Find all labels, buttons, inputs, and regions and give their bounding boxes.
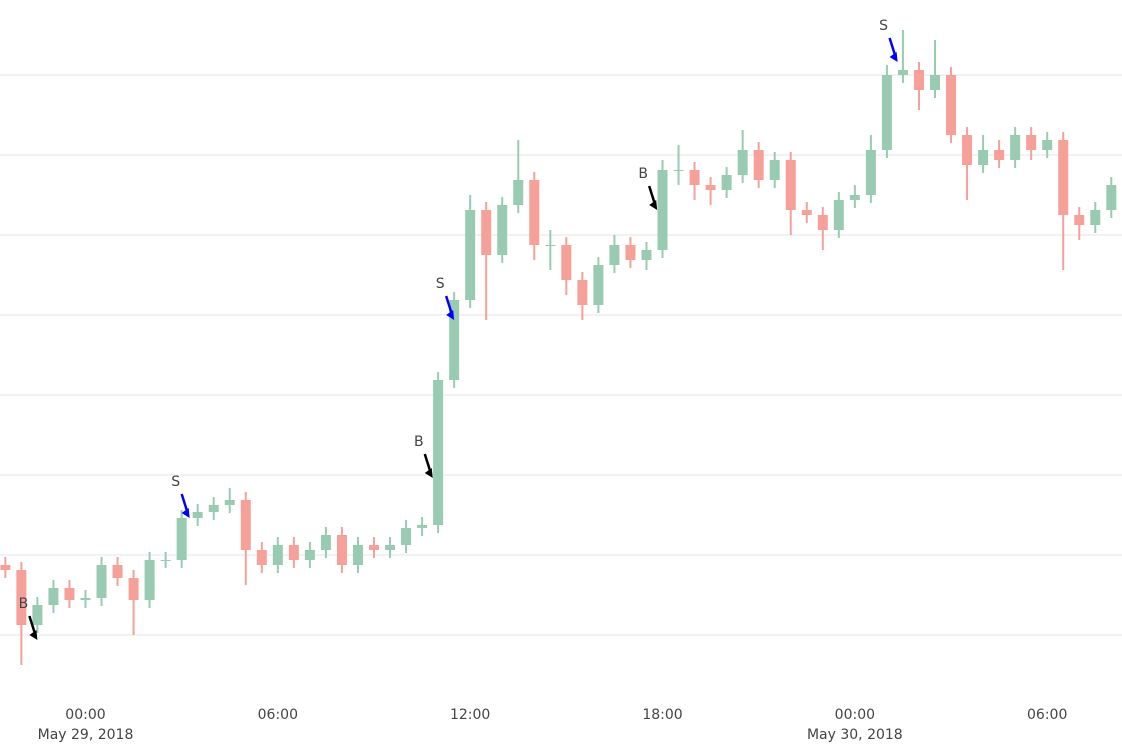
marker-label: S [171, 474, 180, 490]
trade-marker [423, 453, 433, 478]
candle-body [930, 75, 940, 90]
marker-arrowhead [649, 200, 658, 210]
candle-body [881, 75, 892, 150]
candle-body [625, 245, 636, 260]
marker-arrowhead [446, 310, 455, 320]
candle-body [240, 500, 251, 550]
candle-body [48, 588, 59, 605]
candle-body [465, 210, 476, 300]
candle-body [417, 525, 428, 528]
candle-body [705, 185, 716, 190]
candle-body [80, 598, 91, 600]
trade-marker [180, 493, 190, 518]
candle-body [801, 210, 812, 215]
candle-body [224, 500, 235, 505]
candle-body [433, 380, 444, 525]
candle-body [561, 245, 572, 280]
candle-body [16, 570, 27, 625]
candle-body [673, 170, 684, 171]
marker-label: B [414, 434, 424, 450]
candle-body [609, 245, 620, 265]
candle-body [1074, 215, 1085, 225]
x-tick-label: 00:00 [835, 707, 875, 723]
marker-arrowhead [889, 52, 898, 62]
candle-body [978, 150, 989, 165]
candle-body [513, 180, 524, 205]
trade-marker [647, 185, 658, 210]
candle-body [962, 135, 973, 165]
candle-body [64, 588, 75, 600]
x-tick-date: May 30, 2018 [807, 727, 903, 743]
candle-body [144, 560, 155, 600]
candle-body [833, 200, 844, 230]
x-tick-label: 18:00 [642, 707, 682, 723]
candle-body [304, 550, 315, 560]
candle-body [1090, 210, 1101, 225]
candle-body [1106, 185, 1117, 210]
candle-body [897, 70, 908, 75]
marker-arrowhead [29, 630, 38, 640]
x-tick-label: 06:00 [1027, 707, 1067, 723]
marker-label: S [879, 18, 888, 34]
candle-body [1010, 135, 1021, 160]
candle-body [401, 528, 412, 545]
candle-body [769, 160, 780, 180]
x-tick-label: 06:00 [258, 707, 298, 723]
candle-body [481, 210, 492, 255]
marker-label: B [638, 166, 648, 182]
candle-body [753, 150, 764, 180]
candle-body [32, 605, 43, 625]
candle-body [208, 505, 219, 512]
candle-body [352, 545, 363, 565]
candle-body [272, 545, 283, 565]
candle-body [689, 170, 700, 185]
marker-arrowhead [424, 468, 433, 478]
candle-body [1058, 140, 1069, 215]
candle-body [256, 550, 267, 565]
candle-body [176, 518, 187, 560]
candle-body [320, 535, 331, 550]
candle-body [96, 565, 107, 598]
trade-marker [444, 295, 455, 320]
candle-body [385, 545, 396, 550]
candle-body [497, 205, 508, 255]
candle-body [641, 250, 652, 260]
candle-body [593, 265, 604, 305]
x-tick-date: May 29, 2018 [38, 727, 134, 743]
candle-body [336, 535, 347, 565]
candle-body [721, 175, 732, 190]
candle-body [545, 245, 556, 246]
candle-body [288, 545, 299, 560]
candle-body [128, 578, 139, 600]
x-tick-label: 12:00 [450, 707, 490, 723]
marker-label: B [19, 596, 29, 612]
candle-body [449, 300, 460, 380]
candle-body [0, 565, 11, 570]
candle-body [529, 180, 540, 245]
candle-body [865, 150, 876, 195]
candle-body [946, 75, 957, 135]
candle-body [192, 512, 203, 518]
marker-arrowhead [181, 508, 190, 518]
candle-body [737, 150, 748, 175]
candle-body [994, 150, 1005, 160]
trade-marker [888, 37, 898, 62]
candle-body [160, 560, 171, 561]
candle-body [849, 195, 860, 200]
candle-body [913, 70, 924, 90]
candle-body [369, 545, 379, 550]
candle-body [577, 280, 588, 305]
candle-body [1026, 135, 1037, 150]
candle-body [817, 215, 828, 230]
candle-body [112, 565, 123, 578]
candle-body [1042, 140, 1053, 150]
candle-body [657, 170, 668, 250]
trade-marker [28, 615, 38, 640]
x-tick-label: 00:00 [65, 707, 105, 723]
candle-body [785, 160, 796, 210]
marker-label: S [436, 276, 445, 292]
